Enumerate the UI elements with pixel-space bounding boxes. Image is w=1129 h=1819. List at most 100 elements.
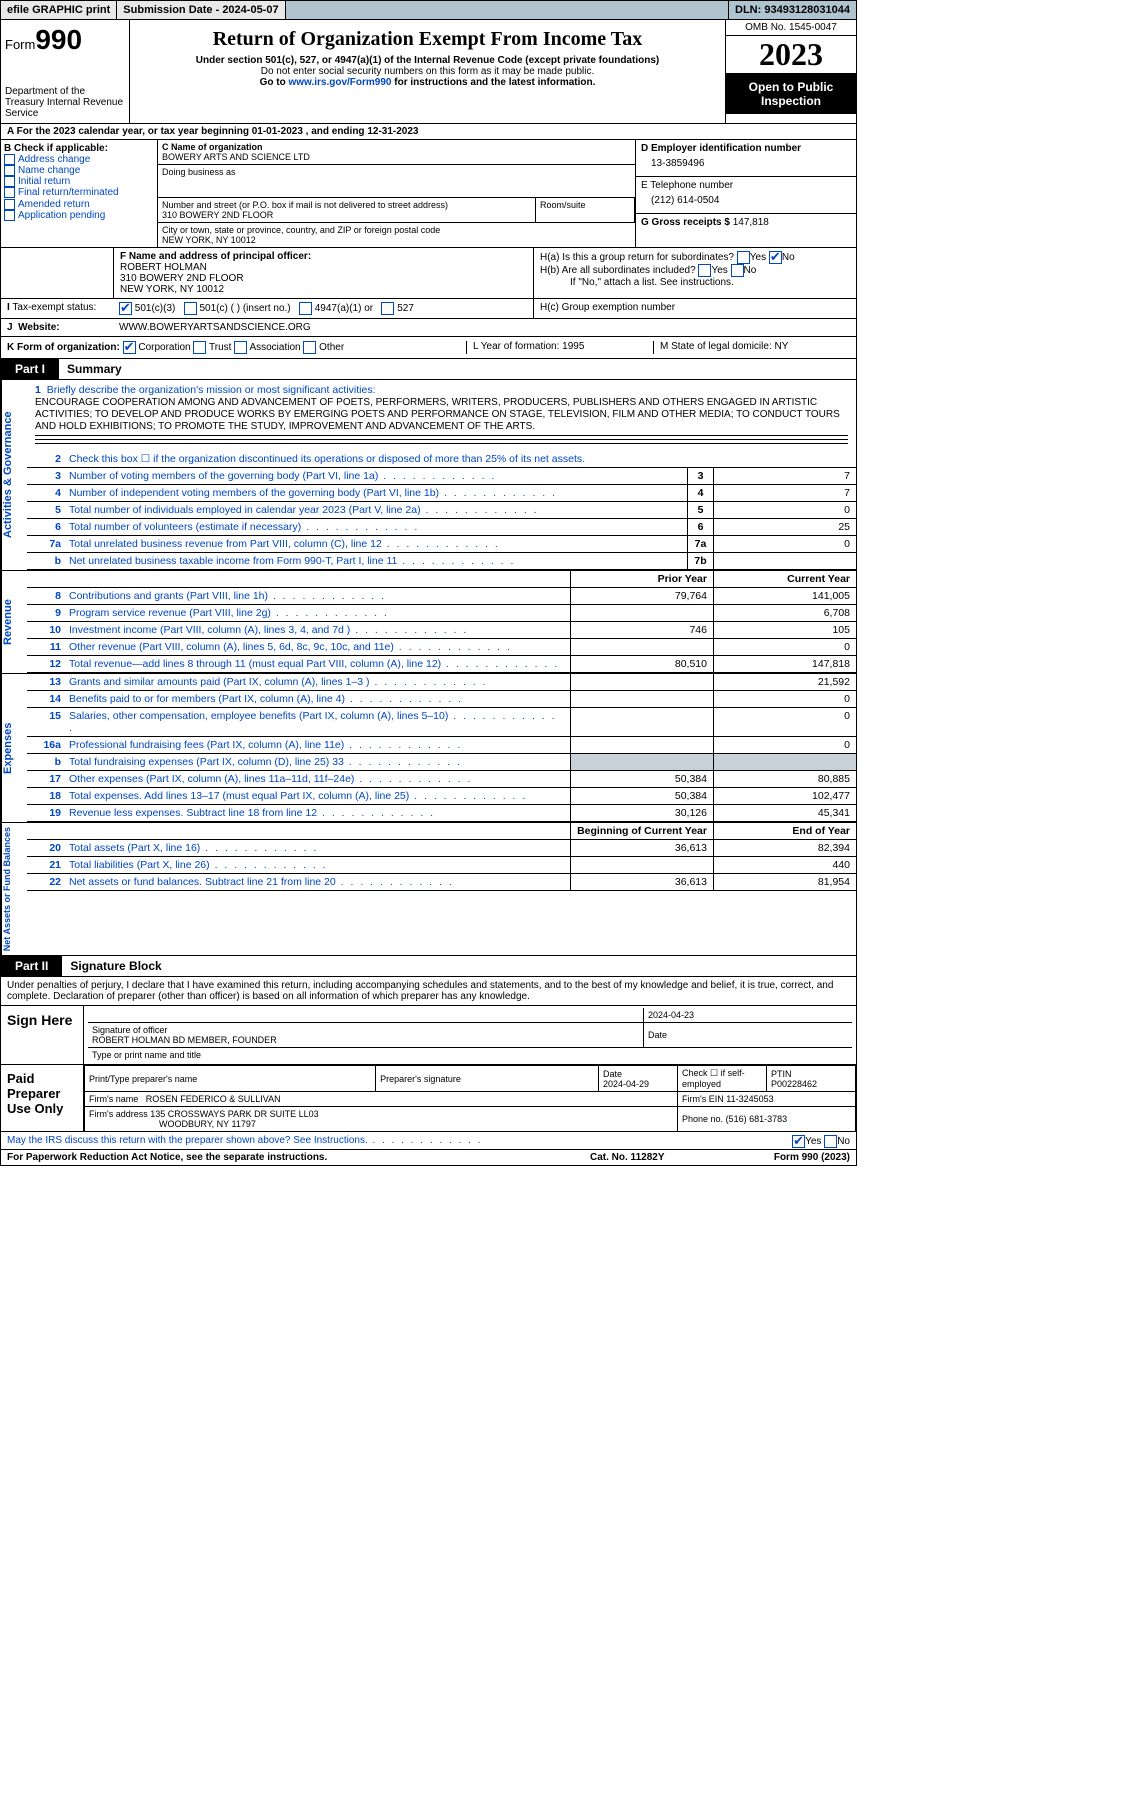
- part1-title: Summary: [59, 359, 130, 379]
- officer-label: F Name and address of principal officer:: [120, 251, 311, 262]
- i-501c[interactable]: [184, 302, 197, 315]
- officer-addr2: NEW YORK, NY 10012: [120, 284, 224, 295]
- efile-button[interactable]: efile GRAPHIC print: [1, 1, 117, 19]
- inspection-badge: Open to Public Inspection: [726, 74, 856, 114]
- officer-sig: ROBERT HOLMAN BD MEMBER, FOUNDER: [92, 1035, 277, 1045]
- receipts-label: G Gross receipts $: [641, 217, 730, 228]
- street-label: Number and street (or P.O. box if mail i…: [162, 200, 448, 210]
- check-pending[interactable]: Application pending: [4, 210, 154, 221]
- check-initial[interactable]: Initial return: [4, 176, 154, 187]
- dept-label: Department of the Treasury Internal Reve…: [5, 86, 125, 119]
- end-year-hdr: End of Year: [713, 823, 856, 839]
- officer-name: ROBERT HOLMAN: [120, 262, 207, 273]
- self-emp: Check ☐ if self-employed: [678, 1066, 767, 1092]
- c-name-label: C Name of organization: [162, 142, 263, 152]
- check-amended[interactable]: Amended return: [4, 199, 154, 210]
- prep-name-hdr: Print/Type preparer's name: [85, 1066, 376, 1092]
- omb-number: OMB No. 1545-0047: [726, 20, 856, 36]
- check-address[interactable]: Address change: [4, 154, 154, 165]
- firm-ein: 11-3245053: [726, 1094, 773, 1104]
- year-formation: L Year of formation: 1995: [466, 341, 653, 354]
- sig-label: Signature of officer: [92, 1025, 167, 1035]
- paperwork-notice: For Paperwork Reduction Act Notice, see …: [7, 1152, 590, 1163]
- hb-no[interactable]: [731, 264, 744, 277]
- hb-note: If "No," attach a list. See instructions…: [540, 277, 850, 288]
- phone: (212) 614-0504: [641, 191, 851, 210]
- prep-sig-hdr: Preparer's signature: [376, 1066, 599, 1092]
- ptin-hdr: PTIN: [771, 1069, 792, 1079]
- firm-city: WOODBURY, NY 11797: [89, 1119, 256, 1129]
- room-label: Room/suite: [536, 198, 635, 222]
- link-note: Go to www.irs.gov/Form990 for instructio…: [134, 77, 721, 88]
- part2-header: Part II: [1, 956, 62, 976]
- ssn-note: Do not enter social security numbers on …: [134, 66, 721, 77]
- j-label: Website:: [18, 322, 60, 333]
- paid-preparer-label: Paid Preparer Use Only: [1, 1065, 84, 1131]
- ein-label: D Employer identification number: [641, 143, 801, 154]
- part1-header: Part I: [1, 359, 59, 379]
- firm-phone: (516) 681-3783: [726, 1114, 788, 1124]
- prep-date-hdr: Date: [603, 1069, 622, 1079]
- k-label: K Form of organization:: [7, 342, 120, 353]
- mission-label: Briefly describe the organization's miss…: [47, 384, 376, 396]
- check-final[interactable]: Final return/terminated: [4, 187, 154, 198]
- i-4947[interactable]: [299, 302, 312, 315]
- part2-title: Signature Block: [62, 956, 169, 976]
- sign-date: 2024-04-23: [644, 1008, 853, 1023]
- k-corp[interactable]: [123, 341, 136, 354]
- website: WWW.BOWERYARTSANDSCIENCE.ORG: [113, 319, 534, 336]
- form-title: Return of Organization Exempt From Incom…: [134, 28, 721, 51]
- h-a: H(a) Is this a group return for subordin…: [540, 251, 850, 264]
- form-footer: Form 990 (2023): [730, 1152, 850, 1163]
- irs-discuss: May the IRS discuss this return with the…: [1, 1132, 856, 1150]
- city-label: City or town, state or province, country…: [162, 225, 440, 235]
- firm-name: ROSEN FEDERICO & SULLIVAN: [146, 1094, 281, 1104]
- i-527[interactable]: [381, 302, 394, 315]
- begin-year-hdr: Beginning of Current Year: [570, 823, 713, 839]
- irs-yes[interactable]: [792, 1135, 805, 1148]
- line-a: A For the 2023 calendar year, or tax yea…: [1, 124, 856, 140]
- h-b: H(b) Are all subordinates included? Yes …: [540, 264, 850, 277]
- dba-label: Doing business as: [162, 167, 236, 177]
- top-bar: efile GRAPHIC print Submission Date - 20…: [1, 1, 856, 20]
- line1-num: 1: [35, 384, 41, 396]
- date-label: Date: [644, 1023, 853, 1048]
- k-other[interactable]: [303, 341, 316, 354]
- firm-label: Firm's name: [89, 1094, 138, 1104]
- i-501c3[interactable]: [119, 302, 132, 315]
- ein: 13-3859496: [641, 154, 851, 173]
- i-label: Tax-exempt status:: [12, 302, 96, 313]
- k-assoc[interactable]: [234, 341, 247, 354]
- mission-text: ENCOURAGE COOPERATION AMONG AND ADVANCEM…: [35, 397, 840, 432]
- penalty-text: Under penalties of perjury, I declare th…: [1, 977, 856, 1006]
- k-trust[interactable]: [193, 341, 206, 354]
- tab-net: Net Assets or Fund Balances: [1, 823, 27, 955]
- form-label: Form990: [5, 24, 125, 56]
- ptin: P00228462: [771, 1079, 817, 1089]
- org-name: BOWERY ARTS AND SCIENCE LTD: [162, 152, 310, 162]
- cat-no: Cat. No. 11282Y: [590, 1152, 730, 1163]
- type-label: Type or print name and title: [88, 1048, 852, 1063]
- dln: DLN: 93493128031044: [729, 1, 856, 19]
- b-header: B Check if applicable:: [4, 143, 108, 154]
- subtitle: Under section 501(c), 527, or 4947(a)(1)…: [134, 55, 721, 66]
- ha-yes[interactable]: [737, 251, 750, 264]
- street: 310 BOWERY 2ND FLOOR: [162, 210, 273, 220]
- state-domicile: M State of legal domicile: NY: [653, 341, 850, 354]
- check-name[interactable]: Name change: [4, 165, 154, 176]
- irs-link[interactable]: www.irs.gov/Form990: [288, 77, 391, 88]
- irs-no[interactable]: [824, 1135, 837, 1148]
- tab-expenses: Expenses: [1, 674, 27, 822]
- tax-year: 2023: [726, 36, 856, 74]
- city: NEW YORK, NY 10012: [162, 235, 256, 245]
- hb-yes[interactable]: [698, 264, 711, 277]
- phone-label: E Telephone number: [641, 180, 733, 191]
- prior-year-hdr: Prior Year: [570, 571, 713, 587]
- section-b: B Check if applicable: Address change Na…: [1, 140, 158, 247]
- officer-addr1: 310 BOWERY 2ND FLOOR: [120, 273, 244, 284]
- receipts: 147,818: [733, 217, 769, 228]
- tab-governance: Activities & Governance: [1, 380, 27, 570]
- ha-no[interactable]: [769, 251, 782, 264]
- firm-ein-label: Firm's EIN: [682, 1094, 724, 1104]
- current-year-hdr: Current Year: [713, 571, 856, 587]
